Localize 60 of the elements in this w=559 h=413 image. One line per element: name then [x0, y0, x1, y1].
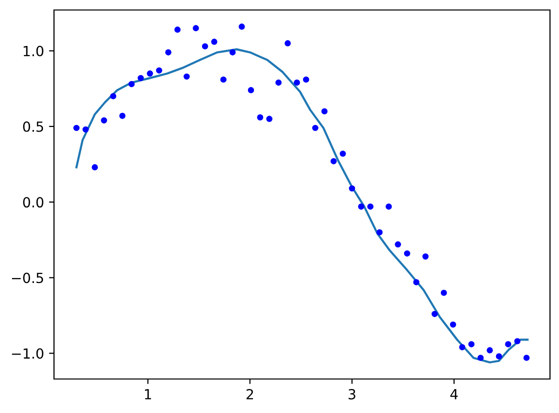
point	[358, 204, 364, 210]
point	[302, 76, 310, 83]
point	[294, 79, 300, 86]
point	[284, 40, 291, 46]
point	[422, 253, 429, 260]
point	[514, 338, 520, 344]
point	[202, 43, 208, 50]
point	[496, 353, 502, 360]
point	[478, 354, 484, 361]
point	[100, 117, 108, 124]
point	[257, 114, 264, 120]
point	[165, 49, 172, 56]
point	[459, 344, 466, 350]
point	[367, 204, 374, 210]
point	[376, 229, 383, 236]
point	[394, 241, 402, 248]
point	[386, 204, 392, 210]
point	[230, 49, 236, 56]
point	[192, 25, 199, 32]
y-tick-label: 1.0	[24, 46, 44, 56]
point	[275, 79, 282, 86]
point	[486, 347, 493, 354]
point	[432, 310, 438, 318]
y-tick-label: 0.5	[23, 121, 44, 132]
point	[82, 126, 89, 133]
point	[174, 26, 181, 33]
point	[119, 112, 126, 119]
point	[110, 93, 116, 100]
point	[440, 290, 447, 296]
point	[523, 354, 530, 361]
point	[468, 341, 475, 348]
point	[184, 73, 190, 80]
point	[505, 341, 512, 348]
point	[146, 70, 154, 77]
point	[312, 124, 318, 132]
x-tick-label: 1	[145, 389, 152, 400]
y-tick-label: −0.5	[12, 272, 44, 284]
point	[156, 67, 162, 74]
point	[220, 76, 227, 83]
point	[128, 81, 135, 88]
point	[404, 250, 410, 257]
point	[330, 158, 337, 164]
x-tick-label: 4	[450, 389, 458, 400]
point	[413, 279, 420, 286]
point	[138, 74, 144, 82]
point	[73, 124, 80, 132]
line-series	[75, 48, 529, 364]
point	[340, 150, 346, 157]
point	[248, 87, 254, 94]
y-tick-label: −1.0	[12, 348, 44, 359]
point	[321, 108, 328, 114]
y-tick-label: 0.0	[23, 197, 44, 208]
point	[211, 38, 218, 45]
x-tick-label: 2	[246, 388, 253, 400]
point	[238, 24, 245, 30]
point	[348, 185, 356, 192]
point	[92, 164, 98, 170]
point	[450, 321, 456, 328]
point	[266, 116, 272, 122]
x-tick-label: 3	[348, 388, 356, 400]
